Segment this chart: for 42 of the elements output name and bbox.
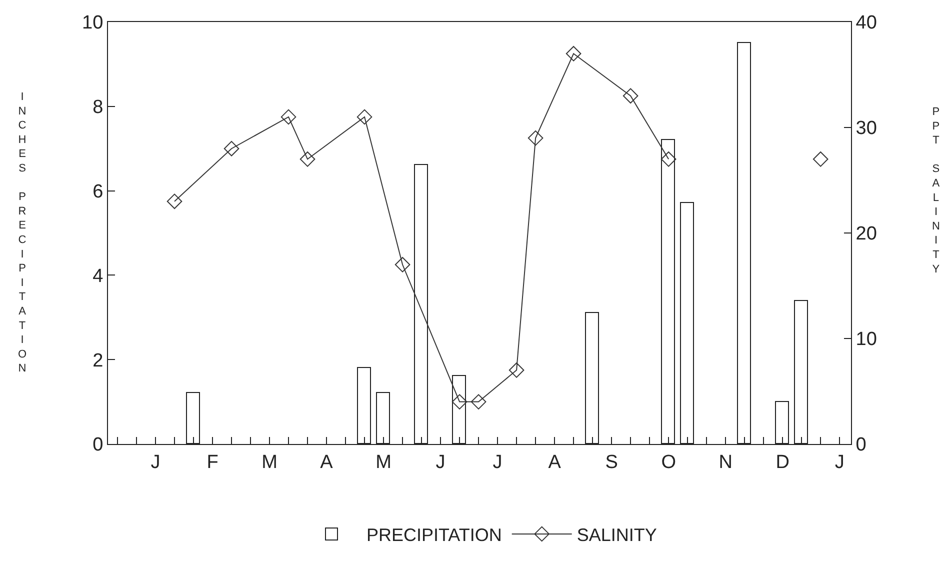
point <box>528 130 544 146</box>
point <box>812 152 828 167</box>
y-tick-label: 6 <box>92 181 104 202</box>
y-tick-label: 4 <box>92 266 104 287</box>
x-tick-label: F <box>206 452 218 473</box>
y2-tick-label: 30 <box>856 118 877 140</box>
legend-label: PRECIPITATION <box>366 524 502 545</box>
y2-tick-label: 20 <box>856 224 877 245</box>
point <box>300 152 316 167</box>
x-tick-label: A <box>320 452 334 473</box>
point <box>622 88 638 104</box>
x-tick-label: J <box>436 452 446 473</box>
point <box>280 109 296 125</box>
x-tick-label: J <box>492 452 502 473</box>
y-tick-label: 10 <box>82 12 104 34</box>
x-tick-label: D <box>776 452 790 473</box>
point <box>452 394 468 410</box>
x-tick-label: A <box>548 452 562 473</box>
point <box>394 257 410 272</box>
point <box>470 394 486 410</box>
point <box>356 109 372 125</box>
x-tick-label: M <box>262 452 278 473</box>
y-tick-label: 2 <box>92 350 104 372</box>
point <box>166 194 182 209</box>
x-tick-label: S <box>605 452 618 473</box>
y-tick-label: 8 <box>92 97 104 118</box>
x-tick-label: N <box>718 452 732 473</box>
x-tick-label: J <box>150 452 160 473</box>
point <box>224 140 240 156</box>
point <box>566 46 582 62</box>
y2-tick-label: 0 <box>856 434 866 456</box>
text: PPT SALINITY <box>932 106 940 276</box>
y2-tick-label: 10 <box>856 329 877 350</box>
legend-label: SALINITY <box>576 524 657 545</box>
x-tick-label: J <box>834 452 844 473</box>
y-tick-label: 0 <box>92 434 104 456</box>
x-tick-label: M <box>376 452 392 473</box>
point <box>508 362 524 378</box>
text: INCHES PRECIPITATION <box>18 91 27 375</box>
x-tick-label: O <box>661 452 676 473</box>
point <box>660 152 676 167</box>
y2-tick-label: 40 <box>856 12 877 34</box>
